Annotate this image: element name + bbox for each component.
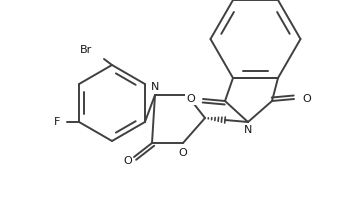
Text: N: N xyxy=(151,82,159,92)
Text: O: O xyxy=(186,94,195,104)
Text: O: O xyxy=(124,156,132,166)
Text: N: N xyxy=(244,125,252,135)
Text: F: F xyxy=(54,117,60,127)
Text: O: O xyxy=(302,94,311,104)
Text: Br: Br xyxy=(80,45,92,55)
Text: O: O xyxy=(178,148,187,158)
